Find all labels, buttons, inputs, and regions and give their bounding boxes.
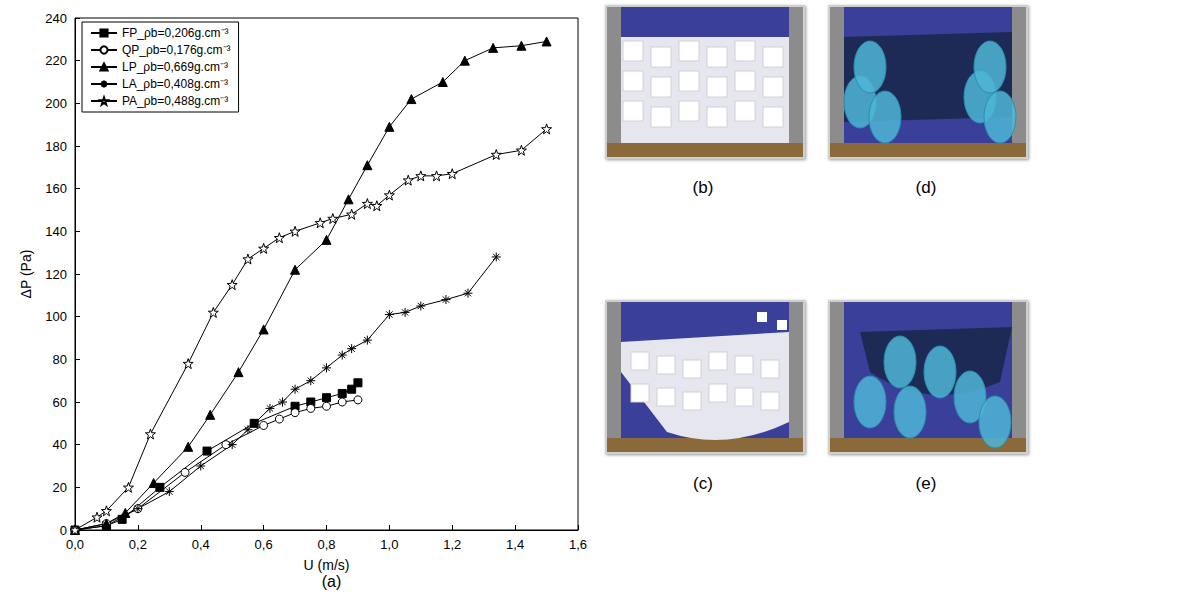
svg-text:(a): (a): [322, 573, 342, 590]
svg-text:LA_ρb=0,408g.cm⁻³: LA_ρb=0,408g.cm⁻³: [122, 77, 228, 91]
html-text:(d): (d): [915, 178, 937, 197]
svg-text:100: 100: [45, 309, 67, 324]
svg-text:1,2: 1,2: [443, 537, 461, 552]
html-text:(b): (b): [692, 178, 714, 197]
svg-text:1,0: 1,0: [380, 537, 398, 552]
svg-text:0,8: 0,8: [317, 537, 335, 552]
svg-text:PA_ρb=0,488g.cm⁻³: PA_ρb=0,488g.cm⁻³: [122, 94, 228, 108]
svg-text:0,4: 0,4: [192, 537, 210, 552]
svg-text:200: 200: [45, 96, 67, 111]
svg-text:1,4: 1,4: [506, 537, 524, 552]
html-text:(c): (c): [693, 474, 713, 493]
svg-text:QP_ρb=0,176g.cm⁻³: QP_ρb=0,176g.cm⁻³: [122, 43, 231, 57]
svg-text:220: 220: [45, 53, 67, 68]
svg-text:160: 160: [45, 181, 67, 196]
svg-text:0,6: 0,6: [255, 537, 273, 552]
svg-text:LP_ρb=0,669g.cm⁻³: LP_ρb=0,669g.cm⁻³: [122, 60, 228, 74]
svg-text:240: 240: [45, 11, 67, 26]
svg-text:180: 180: [45, 139, 67, 154]
html-text:(e): (e): [915, 474, 937, 493]
svg-text:U (m/s): U (m/s): [304, 557, 350, 573]
svg-text:60: 60: [53, 395, 67, 410]
svg-text:140: 140: [45, 224, 67, 239]
svg-text:1,6: 1,6: [569, 537, 587, 552]
svg-text:120: 120: [45, 267, 67, 282]
svg-text:ΔP (Pa): ΔP (Pa): [18, 250, 34, 299]
svg-text:FP_ρb=0,206g.cm⁻³: FP_ρb=0,206g.cm⁻³: [122, 26, 229, 40]
svg-text:40: 40: [53, 437, 67, 452]
svg-text:80: 80: [53, 352, 67, 367]
svg-text:0,0: 0,0: [66, 537, 84, 552]
svg-text:20: 20: [53, 480, 67, 495]
svg-text:0: 0: [60, 523, 67, 538]
svg-text:0,2: 0,2: [129, 537, 147, 552]
